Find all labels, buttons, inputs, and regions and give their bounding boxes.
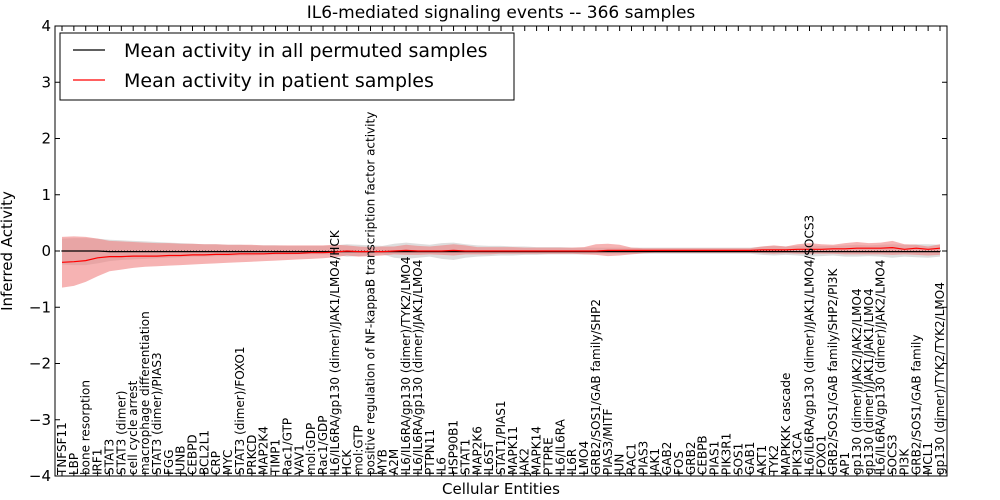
x-tick-label: IRF1 <box>91 449 105 475</box>
legend-label-permuted: Mean activity in all permuted samples <box>124 40 487 62</box>
x-tick-label: IL6/IL6RA/gp130 (dimer)/TYK2/LMO4 <box>399 256 413 475</box>
x-tick-label: STAT1 <box>458 439 472 475</box>
x-tick-label: VAV1 <box>292 444 306 475</box>
legend-label-patient: Mean activity in patient samples <box>124 70 434 92</box>
x-tick-label: HSP90B1 <box>447 420 461 475</box>
x-tick-label: IL6/IL6RA/gp130 (dimer)/JAK2/LMO4 <box>874 260 888 475</box>
x-tick-label: mol:GDP <box>304 423 318 475</box>
y-tick-label: −2 <box>29 355 51 373</box>
x-tick-label: PIAS3/MITF <box>601 408 615 475</box>
band-patient <box>62 236 940 288</box>
x-tick-label: positive regulation of NF-kappaB transcr… <box>364 112 378 475</box>
x-tick-label: SOS1 <box>731 443 745 475</box>
x-tick-label: TYK2 <box>767 445 781 476</box>
x-tick-label: A2M <box>387 449 401 475</box>
x-tick-label: RAC1 <box>625 443 639 475</box>
x-tick-label: IL6/IL6RA/gp130 (dimer)/JAK1/LMO4/HCK <box>328 229 342 475</box>
x-tick-label: LBP <box>67 453 81 475</box>
x-tick-label: IL6 <box>435 457 449 475</box>
x-tick-label: STAT3 <box>103 439 117 475</box>
x-tick-label: PI3K <box>897 448 911 475</box>
x-tick-label: STAT3 (dimer)/PIAS3 <box>150 352 164 475</box>
series-line-patient <box>61 246 941 263</box>
y-axis-label: Inferred Activity <box>0 191 16 311</box>
x-tick-label: gp130 (dimer)/JAK1/JAK1/LMO4 <box>862 288 876 475</box>
x-tick-label: gp130 (dimer)/TYK2/TYK2/LMO4 <box>933 282 947 475</box>
x-tick-label: STAT3 (dimer) <box>114 391 128 475</box>
x-tick-label: GAB1 <box>743 442 757 475</box>
y-tick-label: −4 <box>29 467 51 485</box>
x-tick-label: IL6/IL6RA/gp130 (dimer)/JAK1/LMO4 <box>411 260 425 475</box>
x-tick-label: CEBPB <box>696 435 710 475</box>
x-tick-label: cell cycle arrest <box>126 380 140 475</box>
x-tick-label: GRB2/SOS1/GAB family/SHP2 <box>589 299 603 475</box>
x-axis-label: Cellular Entities <box>442 480 560 498</box>
legend: Mean activity in all permuted samples Me… <box>59 32 515 101</box>
x-tick-label: FGG <box>162 450 176 476</box>
y-tick-label: 2 <box>41 130 51 148</box>
x-tick-label: TIMP1 <box>269 439 283 476</box>
x-tick-label: STAT1/PIAS1 <box>494 400 508 475</box>
x-tick-label: AKT1 <box>755 445 769 475</box>
x-tick-label: PIK3R1 <box>719 433 733 475</box>
x-tick-label: PIAS3 <box>636 441 650 475</box>
y-tick-label: −3 <box>29 411 51 429</box>
x-tick-label: MCL1 <box>921 442 935 475</box>
x-tick-label: mol:GTP <box>352 425 366 475</box>
x-tick-label: JAK1 <box>648 448 662 476</box>
x-tick-label: PTPN11 <box>423 429 437 475</box>
x-tick-label: IL6ST <box>482 442 496 475</box>
x-tick-label: GAB2 <box>660 442 674 475</box>
x-tick-label: PIK3CA <box>791 431 805 475</box>
x-tick-label: MAPK14 <box>530 426 544 475</box>
x-tick-label: IL6R <box>565 449 579 475</box>
x-tick-label: BCL2L1 <box>197 430 211 475</box>
x-tick-label: SOCS3 <box>886 434 900 475</box>
x-tick-label: MAPKKK cascade <box>779 373 793 475</box>
plot-frame <box>54 25 948 477</box>
x-tick-label: FOXO1 <box>814 435 828 475</box>
x-tick-label: PRKCD <box>245 435 259 475</box>
x-tick-label: bone resorption <box>79 380 93 475</box>
x-tick-label: FOS <box>672 451 686 475</box>
y-tick-label: 4 <box>41 17 51 35</box>
x-tick-label: JAK2 <box>518 448 532 476</box>
x-tick-label: Rac1/GTP <box>280 418 294 475</box>
y-tick-label: 0 <box>41 242 51 260</box>
x-tick-label: AP1 <box>838 452 852 475</box>
legend-box <box>59 32 515 101</box>
y-tick-label: 3 <box>41 73 51 91</box>
x-tick-label: GRB2/SOS1/GAB family <box>909 335 923 476</box>
x-tick-label: macrophage differentiation <box>138 311 152 475</box>
y-tick-label: −1 <box>29 298 51 316</box>
x-tick-label: JUN <box>613 454 627 476</box>
plot-area <box>55 236 947 288</box>
x-tick-label: Rac1/GDP <box>316 416 330 475</box>
x-tick-label: CRP <box>209 451 223 475</box>
y-tick-label: 1 <box>41 186 51 204</box>
x-tick-label: LMO4 <box>577 441 591 475</box>
x-tick-label: IL6/IL6RA/gp130 (dimer)/JAK1/LMO4/SOCS3 <box>803 215 817 475</box>
x-tick-label: HCK <box>340 449 354 475</box>
x-tick-label: MYB <box>375 449 389 475</box>
x-tick-label: TNFSF11 <box>55 422 69 476</box>
x-tick-label: PTPRE <box>542 437 556 475</box>
x-tick-label: MAP2K4 <box>257 426 271 475</box>
x-tick-label: GRB2/SOS1/GAB family/SHP2/PI3K <box>826 267 840 475</box>
x-tick-label: MYC <box>221 450 235 475</box>
x-tick-label: MAPK11 <box>506 426 520 475</box>
x-tick-label: STAT3 (dimer)/FOXO1 <box>233 346 247 475</box>
x-tick-label: gp130 (dimer)/JAK2/JAK2/LMO4 <box>850 288 864 475</box>
chart-title: IL6-mediated signaling events -- 366 sam… <box>307 3 696 23</box>
x-tick-label: CEBPD <box>186 434 200 475</box>
x-tick-label: JUNB <box>174 445 188 476</box>
x-tick-label: GRB2 <box>684 441 698 475</box>
x-tick-label: IL6/IL6RA <box>553 418 567 475</box>
x-tick-label: PIAS1 <box>708 441 722 475</box>
y-axis: −4 −3 −2 −1 0 1 2 3 4 <box>29 17 947 485</box>
x-tick-label: MAP2K6 <box>470 426 484 475</box>
